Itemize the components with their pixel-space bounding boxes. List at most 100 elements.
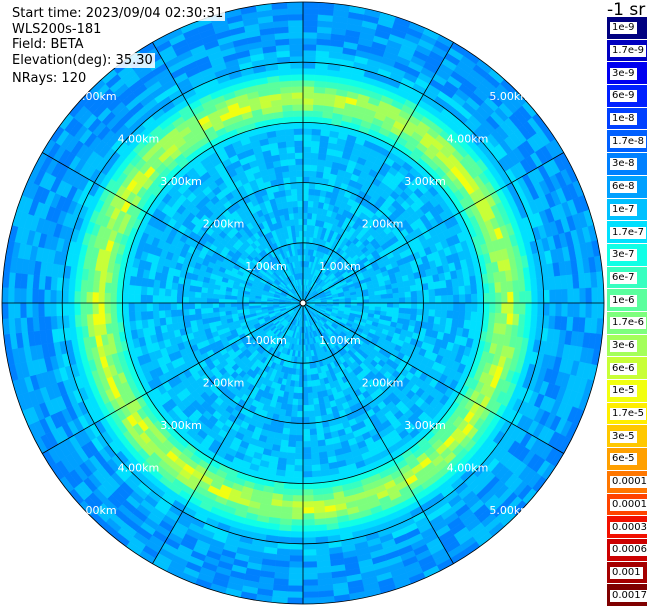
range-gate-cell <box>212 293 220 299</box>
range-gate-cell <box>302 218 308 226</box>
range-gate-cell <box>67 290 75 304</box>
range-gate-cell <box>291 404 298 412</box>
range-gate-cell <box>310 452 320 460</box>
range-gate-cell <box>98 292 105 304</box>
range-gate-cell <box>302 140 312 147</box>
range-gate-cell <box>310 152 319 160</box>
range-gate-cell <box>194 313 203 321</box>
range-gate-cell <box>302 128 313 135</box>
range-gate-cell <box>295 428 304 436</box>
range-gate-cell <box>218 306 226 313</box>
range-gate-cell <box>25 302 33 318</box>
range-gate-cell <box>524 314 532 328</box>
range-gate-cell <box>302 362 307 370</box>
range-gate-cell <box>279 518 292 526</box>
range-gate-cell <box>281 494 294 502</box>
range-gate-cell <box>86 302 93 315</box>
range-gate-cell <box>289 422 297 430</box>
range-gate-cell <box>206 312 215 319</box>
range-gate-cell <box>200 312 209 320</box>
range-gate-cell <box>302 555 317 563</box>
range-gate-cell <box>477 302 484 313</box>
range-gate-cell <box>128 311 136 322</box>
range-gate-cell <box>374 294 382 300</box>
range-gate-cell <box>128 293 135 304</box>
range-gate-cell <box>453 294 460 304</box>
range-gate-cell <box>302 465 313 472</box>
range-gate-cell <box>294 453 304 460</box>
range-gate-cell <box>302 561 318 569</box>
range-gate-cell <box>302 543 317 551</box>
range-gate-cell <box>37 288 45 304</box>
range-gate-cell <box>50 276 58 291</box>
range-gate-cell <box>302 477 313 484</box>
range-gate-cell <box>1 302 9 320</box>
range-gate-cell <box>441 302 448 311</box>
range-gate-cell <box>416 308 424 316</box>
range-gate-cell <box>427 315 435 324</box>
range-gate-cell <box>146 302 153 312</box>
range-gate-cell <box>302 1 320 9</box>
range-gate-cell <box>170 288 178 297</box>
range-gate-cell <box>302 104 314 111</box>
range-gate-cell <box>309 176 317 184</box>
range-gate-cell <box>110 302 117 314</box>
range-gate-cell <box>302 86 315 93</box>
range-gate-cell <box>158 302 165 311</box>
range-gate-cell <box>315 427 324 435</box>
range-gate-cell <box>295 435 304 442</box>
range-gate-cell <box>206 302 214 309</box>
range-gate-cell <box>86 291 93 304</box>
range-gate-cell <box>146 294 153 304</box>
range-gate-cell <box>188 290 196 298</box>
range-gate-cell <box>591 302 599 319</box>
range-gate-cell <box>98 313 106 325</box>
range-gate-cell <box>302 55 317 63</box>
range-gate-cell <box>309 170 318 178</box>
range-gate-cell <box>302 152 312 159</box>
range-gate-cell <box>428 302 436 311</box>
range-gate-cell <box>292 483 304 490</box>
range-gate-cell <box>296 410 304 418</box>
range-gate-cell <box>302 25 318 33</box>
range-gate-cell <box>134 311 142 321</box>
range-gate-cell <box>302 386 308 394</box>
range-gate-cell <box>409 314 418 322</box>
range-gate-cell <box>74 278 82 292</box>
range-gate-cell <box>302 549 317 557</box>
range-gate-cell <box>297 404 304 412</box>
range-gate-cell <box>302 380 308 388</box>
range-gate-cell <box>281 500 293 508</box>
range-gate-cell <box>312 494 325 502</box>
range-gate-cell <box>392 302 400 309</box>
range-gate-cell <box>293 465 304 472</box>
range-gate-cell <box>380 306 388 313</box>
range-gate-cell <box>435 302 442 311</box>
range-gate-cell <box>31 302 39 318</box>
range-gate-cell <box>506 313 514 326</box>
range-gate-cell <box>294 459 304 466</box>
range-gate-cell <box>579 302 587 319</box>
range-gate-cell <box>567 302 575 318</box>
range-gate-cell <box>440 309 448 319</box>
range-gate-cell <box>494 312 502 325</box>
range-gate-cell <box>302 435 311 442</box>
range-gate-cell <box>507 302 514 315</box>
range-gate-cell <box>477 293 484 304</box>
range-gate-cell <box>122 302 129 313</box>
range-gate-cell <box>507 291 514 304</box>
range-gate-cell <box>313 506 326 514</box>
range-gate-cell <box>248 305 256 309</box>
range-gate-cell <box>311 128 322 136</box>
range-gate-cell <box>122 293 129 304</box>
range-gate-cell <box>302 146 312 153</box>
range-gate-cell <box>316 165 325 173</box>
range-gate-cell <box>212 311 221 318</box>
range-gate-cell <box>302 164 311 171</box>
range-gate-cell <box>116 292 123 304</box>
range-gate-cell <box>298 386 304 394</box>
range-gate-cell <box>73 302 81 316</box>
range-gate-cell <box>452 286 460 296</box>
range-gate-cell <box>530 278 538 292</box>
range-gate-cell <box>392 297 400 304</box>
